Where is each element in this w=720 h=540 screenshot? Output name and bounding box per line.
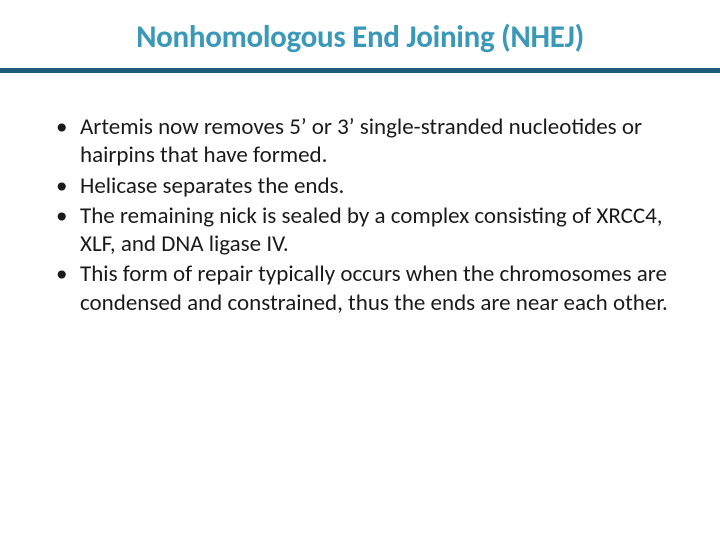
list-item: The remaining nick is sealed by a comple… — [52, 202, 668, 259]
page-title: Nonhomologous End Joining (NHEJ) — [40, 18, 680, 56]
bullet-list: Artemis now removes 5’ or 3’ single-stra… — [52, 113, 668, 317]
list-item: Artemis now removes 5’ or 3’ single-stra… — [52, 113, 668, 170]
list-item: Helicase separates the ends. — [52, 172, 668, 200]
title-wrap: Nonhomologous End Joining (NHEJ) — [0, 0, 720, 56]
body: Artemis now removes 5’ or 3’ single-stra… — [0, 73, 720, 317]
slide: Nonhomologous End Joining (NHEJ) Artemis… — [0, 0, 720, 540]
list-item: This form of repair typically occurs whe… — [52, 260, 668, 317]
